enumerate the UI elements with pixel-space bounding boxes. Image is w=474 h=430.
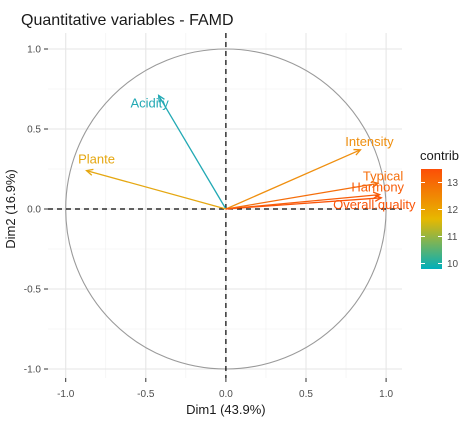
- arrowhead: [353, 148, 362, 156]
- arrowhead: [85, 168, 94, 176]
- arrow-overall-quality: [225, 197, 382, 210]
- arrowhead: [371, 180, 380, 188]
- variable-label: Intensity: [345, 134, 394, 149]
- legend-tick-label: 13: [447, 178, 459, 189]
- legend-title: contrib: [420, 148, 459, 163]
- y-axis-title: Dim2 (16.9%): [3, 169, 18, 248]
- plot-panel: [48, 33, 402, 378]
- y-tick-label: 0.5: [27, 125, 41, 136]
- variable-label: Acidity: [130, 95, 169, 110]
- arrow-acidity: [158, 95, 227, 210]
- arrowhead: [372, 191, 382, 199]
- arrow-typical: [225, 182, 379, 210]
- arrowhead: [157, 94, 165, 103]
- y-tick-label: 0.0: [27, 205, 41, 216]
- reference-lines: [48, 33, 402, 378]
- x-axis-title: Dim1 (43.9%): [186, 402, 265, 417]
- y-tick-label: -1.0: [24, 365, 42, 376]
- legend-colorbar: [421, 169, 442, 269]
- variable-label: Harmony: [351, 180, 404, 195]
- legend-tick-label: 10: [447, 259, 459, 270]
- x-tick-label: 0.0: [219, 389, 233, 400]
- x-tick-label: -0.5: [137, 389, 155, 400]
- variable-label: Overall.quality: [333, 197, 416, 212]
- y-tick-label: 1.0: [27, 45, 41, 56]
- variable-arrows: [85, 94, 383, 210]
- x-axis-ticks: -1.0 -0.5 0.0 0.5 1.0: [57, 389, 393, 400]
- contrib-legend: contrib 13 12 11 10: [420, 148, 459, 270]
- y-tick-label: -0.5: [24, 285, 42, 296]
- x-tick-label: 0.5: [299, 389, 313, 400]
- x-tick-label: 1.0: [379, 389, 393, 400]
- arrowhead: [374, 194, 383, 202]
- legend-tick-label: 12: [447, 205, 459, 216]
- y-axis-ticks: 1.0 0.5 0.0 -0.5 -1.0: [24, 45, 42, 376]
- legend-tick-label: 11: [447, 232, 458, 243]
- arrow-intensity: [225, 149, 361, 210]
- arrow-plante: [86, 169, 227, 210]
- legend-ticks: 13 12 11 10: [421, 178, 459, 270]
- variable-label: Typical: [363, 168, 404, 183]
- variable-label: Plante: [78, 152, 115, 167]
- x-tick-label: -1.0: [57, 389, 75, 400]
- chart-title: Quantitative variables - FAMD: [21, 12, 234, 29]
